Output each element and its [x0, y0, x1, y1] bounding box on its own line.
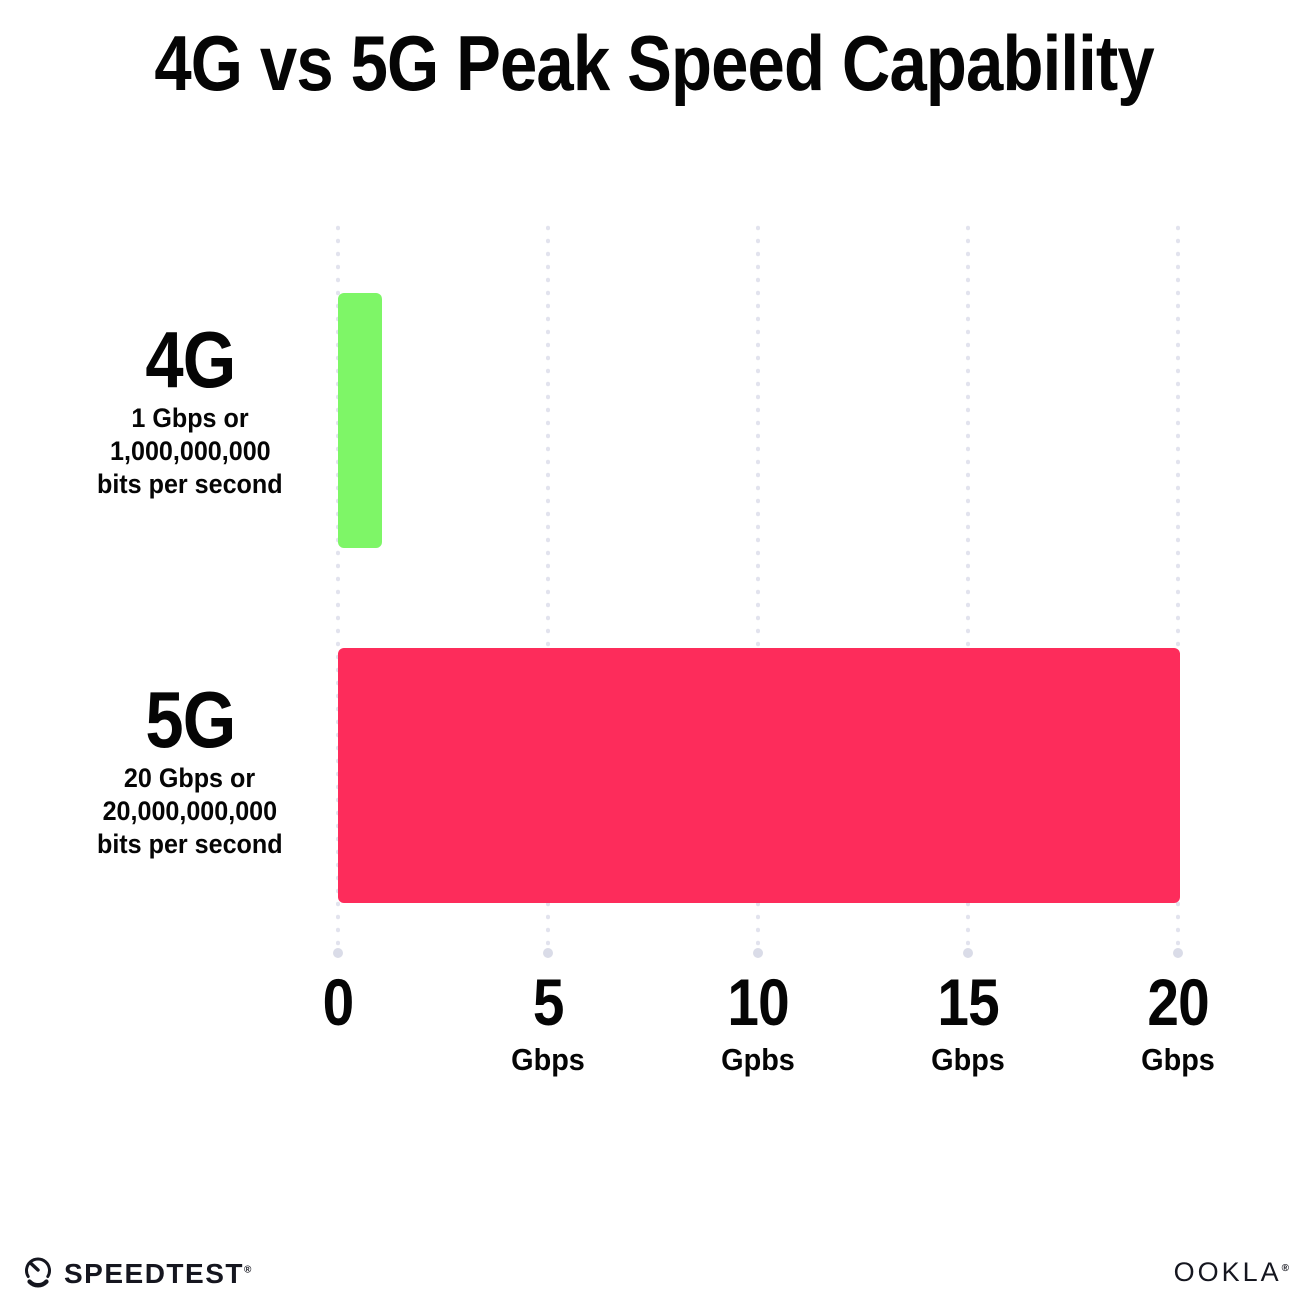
- chart-title-text: 4G vs 5G Peak Speed Capability: [154, 19, 1154, 107]
- x-tick-0: 0: [322, 965, 355, 1039]
- gridline: [336, 222, 340, 948]
- gridline: [1176, 222, 1180, 948]
- ookla-logo: OOKLA®: [1174, 1257, 1292, 1288]
- chart-title: 4G vs 5G Peak Speed Capability: [0, 18, 1308, 109]
- x-tick-5: 5 Gbps: [511, 965, 585, 1077]
- speedtest-logo: SPEEDTEST®: [20, 1253, 253, 1294]
- category-subline: bits per second: [97, 469, 283, 499]
- gridline: [546, 222, 550, 948]
- gridline: [966, 222, 970, 948]
- category-subline: 1 Gbps or: [131, 403, 249, 433]
- registered-mark-icon: ®: [243, 1264, 253, 1276]
- row-label-5g: 5G 20 Gbps or 20,000,000,000 bits per se…: [40, 678, 340, 861]
- speedtest-wordmark: SPEEDTEST®: [64, 1257, 253, 1289]
- bar-5g: [338, 648, 1180, 903]
- x-tick-15: 15 Gbps: [931, 965, 1005, 1077]
- category-name-5g: 5G: [144, 675, 236, 764]
- category-name-4g: 4G: [144, 315, 236, 404]
- x-tick-10: 10 Gpbs: [721, 965, 795, 1077]
- speedtest-gauge-icon: [20, 1253, 56, 1294]
- category-subline: 20,000,000,000: [102, 796, 278, 826]
- category-subline: 20 Gbps or: [124, 763, 256, 793]
- bar-4g: [338, 293, 382, 548]
- category-subline: bits per second: [97, 829, 283, 859]
- row-label-4g: 4G 1 Gbps or 1,000,000,000 bits per seco…: [40, 318, 340, 501]
- registered-mark-icon: ®: [1281, 1263, 1292, 1274]
- gridline: [756, 222, 760, 948]
- footer: SPEEDTEST® OOKLA®: [0, 1253, 1308, 1297]
- x-tick-20: 20 Gbps: [1141, 965, 1215, 1077]
- ookla-wordmark: OOKLA: [1173, 1257, 1282, 1287]
- category-subline: 1,000,000,000: [109, 436, 271, 466]
